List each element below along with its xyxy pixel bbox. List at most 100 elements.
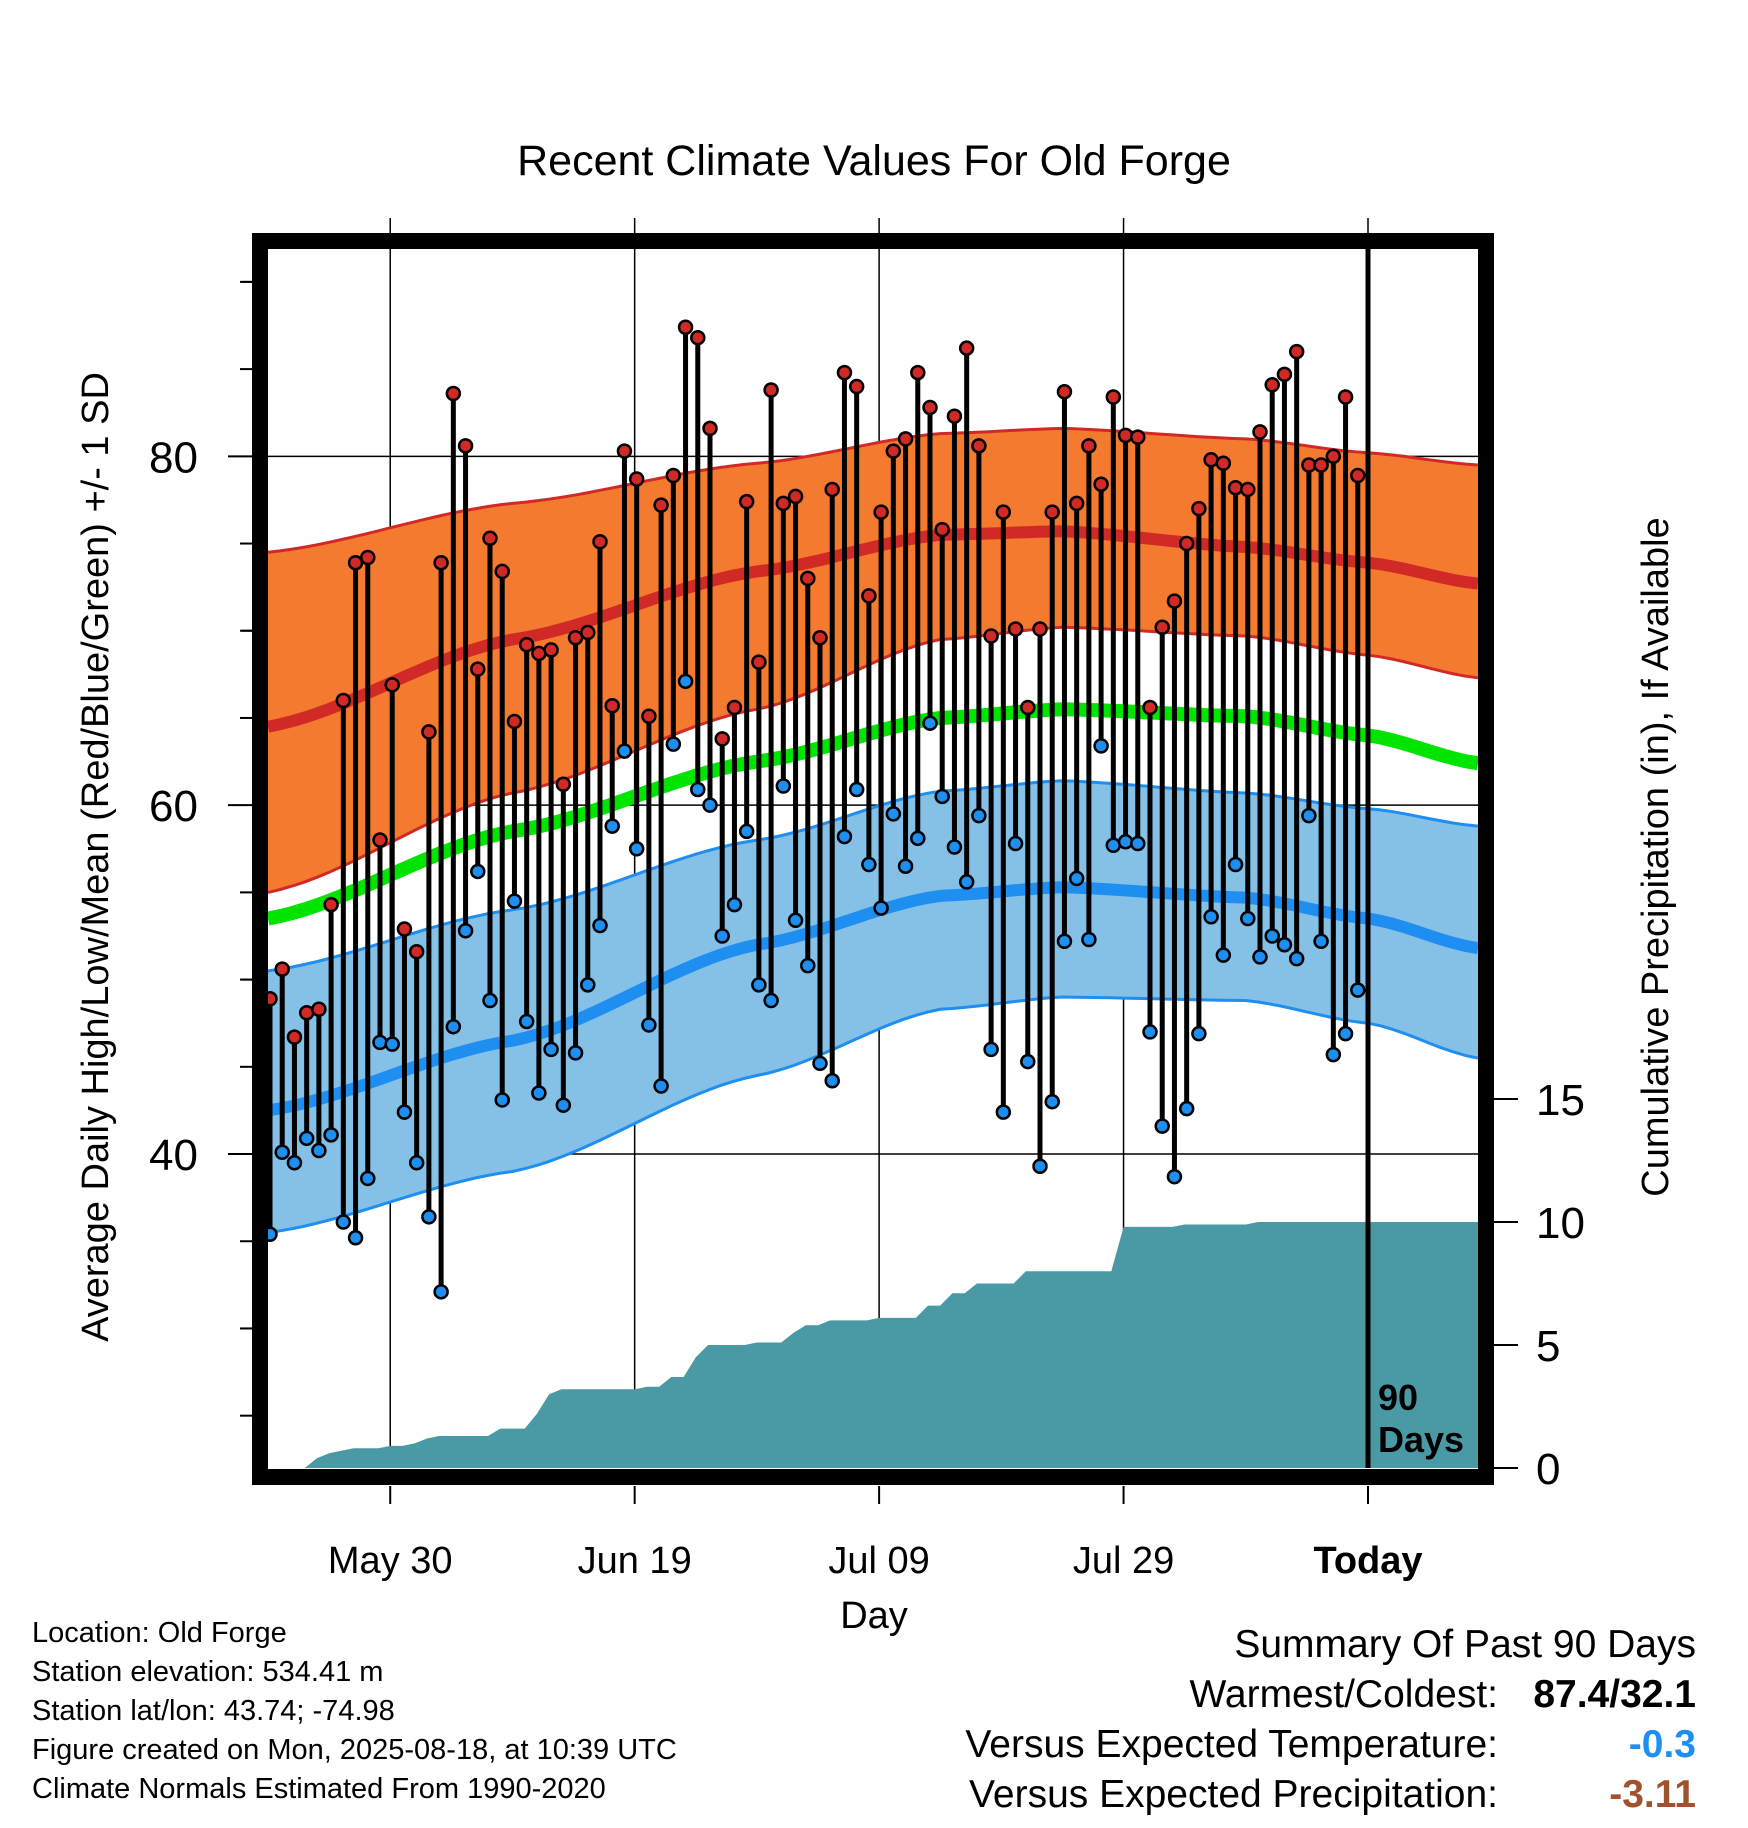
high-point <box>592 534 608 550</box>
high-point <box>861 588 877 604</box>
low-point <box>983 1041 999 1058</box>
high-point <box>323 896 339 913</box>
high-point <box>286 1029 303 1045</box>
created-text: Figure created on Mon, 2025-08-18, at 10… <box>32 1734 677 1766</box>
y2-tick-label: 10 <box>1536 1199 1585 1248</box>
x-tick-label: Jun 19 <box>578 1540 692 1582</box>
low-point <box>470 863 486 880</box>
low-point <box>567 1045 584 1061</box>
high-point <box>470 661 486 677</box>
low-point <box>311 1142 327 1159</box>
low-point <box>1178 1100 1195 1117</box>
low-point <box>445 1018 462 1035</box>
low-point <box>298 1130 315 1147</box>
high-point <box>1154 619 1170 636</box>
low-point <box>274 1144 290 1161</box>
low-point <box>971 807 987 824</box>
low-point <box>555 1097 572 1113</box>
y-axis-label: Average Daily High/Low/Mean (Red/Blue/Gr… <box>75 372 117 1342</box>
low-point <box>286 1155 303 1171</box>
low-point <box>384 1036 400 1052</box>
high-point <box>421 724 437 740</box>
high-point <box>775 495 792 512</box>
high-point <box>347 554 364 571</box>
normal-high-line <box>266 525 1479 733</box>
high-point <box>604 697 620 714</box>
low-point <box>360 1170 376 1187</box>
frame-border <box>252 233 1494 1485</box>
high-point <box>910 364 926 381</box>
today-marker-label: Days <box>1378 1419 1464 1460</box>
high-point <box>641 708 657 724</box>
low-point <box>1154 1118 1170 1134</box>
low-point <box>922 715 938 731</box>
low-point <box>897 858 914 874</box>
high-point <box>274 961 290 977</box>
high-point <box>653 497 669 513</box>
low-upper-edge <box>267 779 1479 973</box>
high-point <box>1081 438 1097 454</box>
summary-temp: Versus Expected Temperature: -0.3 <box>965 1720 1696 1770</box>
high-point <box>1068 495 1085 512</box>
latlon-text: Station lat/lon: 43.74; -74.98 <box>32 1695 395 1727</box>
high-point <box>494 563 510 580</box>
low-point <box>408 1155 425 1171</box>
x-tick-label: May 30 <box>328 1540 453 1582</box>
y2-axis-label: Cumulative Precipitation (in), If Availa… <box>1635 517 1677 1196</box>
y-tick-label: 80 <box>149 433 198 482</box>
high-point <box>958 340 975 356</box>
high-point <box>335 692 352 709</box>
low-point <box>861 856 877 873</box>
low-point <box>1142 1024 1158 1040</box>
high-point <box>1276 366 1293 383</box>
high-point <box>714 731 730 747</box>
low-point <box>1203 909 1219 925</box>
low-point <box>665 736 682 752</box>
y2-tick-label: 5 <box>1536 1322 1560 1371</box>
high-point <box>848 378 865 395</box>
high-point <box>445 385 462 402</box>
warmest-coldest-value: 87.4/32.1 <box>1533 1673 1696 1716</box>
high-lower-edge <box>267 625 1479 894</box>
high-point <box>384 677 400 693</box>
precipitation-area <box>268 1222 1478 1468</box>
high-point <box>1044 504 1060 520</box>
high-point <box>751 654 767 670</box>
low-point <box>910 830 926 847</box>
x-tick-label: Jul 09 <box>828 1540 929 1582</box>
high-point <box>372 832 388 848</box>
low-point <box>653 1078 669 1094</box>
low-point <box>335 1214 352 1230</box>
low-point <box>1350 982 1366 998</box>
location-text: Location: Old Forge <box>32 1617 287 1649</box>
low-point <box>714 928 730 944</box>
high-point <box>1288 343 1305 360</box>
low-point <box>751 977 767 993</box>
high-point <box>567 629 584 646</box>
low-point <box>628 841 645 857</box>
y2-tick-label: 0 <box>1536 1445 1560 1494</box>
low-point <box>372 1034 388 1051</box>
low-point <box>543 1041 559 1058</box>
low-point <box>396 1104 413 1120</box>
low-point <box>775 778 792 794</box>
high-point <box>897 431 914 447</box>
low-point <box>1007 835 1024 852</box>
low-point <box>494 1092 510 1108</box>
high-point <box>1227 479 1244 496</box>
high-point <box>1142 699 1158 716</box>
high-point <box>946 408 963 424</box>
low-point <box>1252 949 1268 965</box>
low-point <box>592 917 608 934</box>
summary-title: Summary Of Past 90 Days <box>1234 1623 1696 1666</box>
high-point <box>885 443 902 459</box>
high-point <box>1264 377 1280 393</box>
low-point <box>995 1104 1012 1120</box>
low-point <box>1301 807 1317 824</box>
high-point <box>543 642 559 658</box>
high-upper-edge <box>267 426 1479 554</box>
low-point <box>702 797 718 813</box>
low-point <box>506 893 523 909</box>
high-point <box>433 554 449 571</box>
